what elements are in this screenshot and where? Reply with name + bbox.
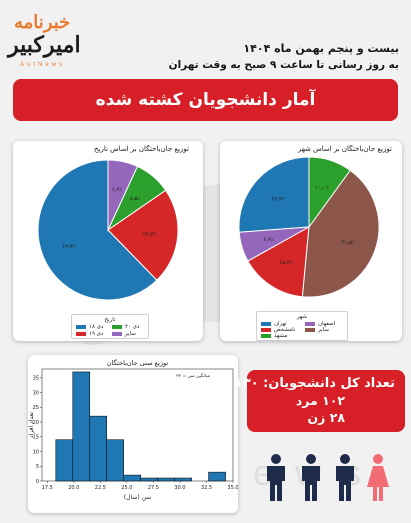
x-tick-label: 35.0 [227, 485, 238, 491]
legend-label: مشهد [274, 333, 288, 339]
x-tick-label: 25.0 [121, 485, 132, 491]
x-tick-label: 30.0 [174, 485, 185, 491]
x-tick-label: 27.5 [148, 485, 159, 491]
pie-city-legend-title: شهر [296, 314, 308, 320]
pie-city-slice-label: ۴۱٫۵٪ [341, 240, 355, 246]
legend-label: ۲۰ دی [125, 324, 140, 330]
x-tick-label: 20.0 [68, 485, 79, 491]
pie-city-slice [238, 156, 310, 233]
female-icon [367, 454, 389, 501]
histogram-bar [72, 371, 91, 482]
histogram-bar [157, 477, 175, 482]
male-icon [267, 454, 285, 501]
legend-swatch [76, 332, 86, 336]
pie-date-card: توزیع جان‌باختگان بر اساس تاریخ ۶۲٫۳٪ ۲۲٫… [13, 141, 203, 341]
x-tick-label: 32.5 [201, 485, 212, 491]
x-tick-label: 22.5 [95, 485, 106, 491]
pie-date-slice [107, 189, 179, 281]
legend-label: اصفهان [318, 321, 336, 327]
pie-date-legend-title: تاریخ [104, 317, 116, 323]
legend-item: ۱۹ دی [76, 331, 103, 337]
pie-city-slice [301, 169, 380, 298]
legend-label: سایر [318, 327, 329, 333]
legend-swatch [76, 325, 86, 329]
pie-date-slice [37, 159, 158, 301]
age-histogram: توزیع سنی جان‌باختگان 17.5 20.0 22.5 25.0 27.… [28, 359, 238, 501]
brand-logo-sub: AutNews [20, 62, 66, 68]
male-icon [302, 454, 320, 501]
pie-date-slice-label: ۸٫۵٪ [130, 196, 141, 202]
y-tick-label: 25 [33, 405, 39, 411]
legend-swatch [112, 325, 122, 329]
legend-item: مشهد [261, 333, 287, 339]
histogram-bar [123, 474, 141, 482]
legend-item: نامشخص [261, 327, 295, 333]
histogram-bar [174, 477, 192, 482]
pie-date-slice-label: ۶٫۹٪ [112, 187, 123, 193]
pie-city-legend: شهر تهران اصفهان نامشخص سایر مشهد [256, 311, 348, 341]
histogram-ylabel: تعداد افراد [28, 412, 35, 438]
pie-city-slice [308, 156, 351, 229]
pie-city-slice-label: ۲۶٫۲٪ [271, 196, 285, 202]
pie-date-slice-label: ۲۲٫۳٪ [143, 232, 157, 238]
pie-date-title: توزیع جان‌باختگان بر اساس تاریخ [93, 145, 189, 153]
histogram-bar [106, 439, 125, 482]
y-tick-label: 30 [33, 390, 39, 396]
legend-item: ۱۸ دی [76, 324, 103, 330]
brand-logo-main: امیرکبیر [8, 32, 81, 58]
legend-label: تهران [274, 321, 287, 327]
histogram-bar [208, 471, 226, 482]
total-students: تعداد کل دانشجویان: ۱۳۰ [234, 376, 395, 391]
legend-swatch [261, 328, 271, 332]
y-tick-label: 35 [33, 376, 39, 382]
legend-swatch [261, 334, 271, 338]
legend-label: نامشخص [274, 327, 296, 333]
page-title: آمار دانشجویان کشته شده [13, 79, 398, 121]
legend-item: اصفهان [305, 321, 335, 327]
brand-logo: خبرنامه امیرکبیر AutNews [8, 12, 88, 74]
histogram-mean-label: میانگین سن = ۲۲ [176, 372, 210, 379]
legend-swatch [112, 332, 122, 336]
legend-item: ۲۰ دی [112, 324, 139, 330]
histogram-xlabel: سن (سال) [124, 494, 151, 501]
y-tick-label: 15 [33, 435, 39, 441]
legend-item: تهران [261, 321, 287, 327]
stats-box: تعداد کل دانشجویان: ۱۳۰ ۱۰۲ مرد ۲۸ زن [235, 370, 405, 432]
male-icon [336, 454, 354, 501]
pie-date-chart: ۶۲٫۳٪ ۲۲٫۳٪ ۸٫۵٪ ۶٫۹٪ [37, 159, 179, 301]
pie-city-card: توزیع جان‌باختگان بر اساس شهر ۲۶٫۲٪ ۶٫۹٪ ۱… [220, 141, 402, 341]
pie-city-slice-label: ۱۵٫۴٪ [279, 260, 293, 266]
date-line: بیست و پنجم بهمن ماه ۱۴۰۴ [243, 42, 399, 55]
legend-label: سایر [125, 331, 136, 337]
histogram-card: توزیع سنی جان‌باختگان 17.5 20.0 22.5 25.0 27.… [28, 355, 238, 513]
pie-city-slice-label: ۱۰٫۰٪ [315, 185, 329, 191]
legend-swatch [305, 322, 315, 326]
legend-label: ۱۹ دی [89, 331, 104, 337]
y-tick-label: 5 [36, 464, 39, 470]
pie-city-title: توزیع جان‌باختگان بر اساس شهر [297, 145, 392, 153]
histogram-bar [140, 477, 158, 482]
legend-item: سایر [112, 331, 136, 337]
legend-item: سایر [305, 327, 329, 333]
pie-date-slice-label: ۶۲٫۳٪ [62, 244, 76, 250]
histogram-bar [89, 415, 108, 482]
legend-label: ۱۸ دی [89, 324, 104, 330]
update-line: به روز رسانی تا ساعت ۹ صبح به وقت تهران [168, 59, 399, 71]
pie-date-legend: تاریخ ۱۸ دی ۱۹ دی ۲۰ دی سایر [71, 314, 149, 339]
pie-date-slice [107, 159, 139, 231]
legend-swatch [261, 322, 271, 326]
y-tick-label: 10 [33, 449, 39, 455]
pie-city-slice-label: ۶٫۹٪ [263, 237, 274, 243]
pie-city-slice [247, 226, 310, 298]
y-tick-label: 0 [36, 479, 39, 485]
women-count: ۲۸ زن [307, 410, 345, 425]
x-tick-label: 17.5 [42, 485, 53, 491]
histogram-bar [55, 439, 74, 482]
men-count: ۱۰۲ مرد [295, 393, 345, 408]
brand-logo-top: خبرنامه [14, 12, 71, 33]
legend-swatch [305, 328, 315, 332]
histogram-title: توزیع سنی جان‌باختگان [107, 359, 169, 367]
pie-city-chart: ۲۶٫۲٪ ۶٫۹٪ ۱۵٫۴٪ ۴۱٫۵٪ ۱۰٫۰٪ [238, 156, 380, 298]
y-tick-label: 20 [33, 420, 39, 426]
